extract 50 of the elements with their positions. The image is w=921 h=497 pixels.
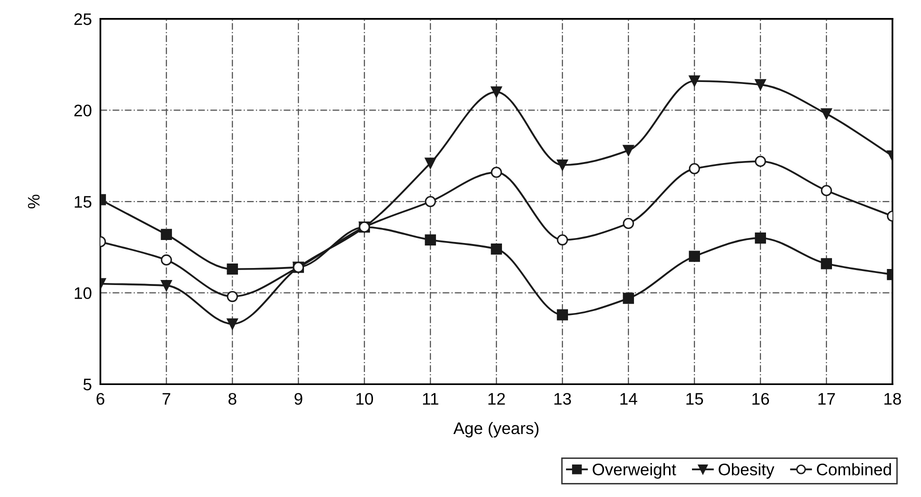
point [556, 234, 568, 246]
x-tick-label: 18 [884, 392, 901, 405]
point [424, 234, 436, 246]
x-tick-label: 10 [356, 392, 374, 405]
x-tick-label: 11 [423, 393, 438, 405]
point [688, 250, 700, 262]
x-tick-label: 16 [752, 392, 769, 405]
point [226, 318, 238, 330]
point [490, 243, 502, 255]
point [160, 228, 172, 240]
legend-label: Overweight [592, 463, 676, 479]
y-tick-label: 25 [74, 13, 92, 26]
point [754, 156, 766, 167]
x-tick-label: 14 [620, 393, 638, 405]
x-tick-label: 6 [96, 392, 104, 405]
point [160, 280, 172, 292]
point [622, 292, 634, 304]
point [754, 79, 766, 90]
y-axis-title: % [28, 194, 40, 208]
x-axis-title: Age (years) [453, 422, 538, 438]
x-tick-label: 9 [294, 392, 302, 405]
y-tick-label: 5 [83, 378, 92, 390]
point [688, 163, 700, 174]
x-tick-label: 13 [554, 392, 571, 405]
point [424, 158, 436, 169]
y-tick-label: 15 [74, 196, 92, 208]
point [160, 254, 172, 266]
point [226, 290, 238, 302]
x-tick-label: 8 [228, 392, 236, 405]
x-tick-label: 17 [818, 393, 835, 405]
x-tick-label: 12 [488, 392, 505, 405]
y-tick-label: 10 [74, 287, 92, 300]
point [820, 258, 832, 270]
point [754, 232, 766, 244]
legend-label: Obesity [718, 463, 774, 479]
point [490, 86, 502, 98]
legend-label: Combined [816, 463, 891, 476]
point [556, 159, 568, 171]
point [820, 108, 832, 120]
point [820, 185, 832, 196]
point [622, 218, 634, 230]
point [226, 264, 238, 275]
point [622, 144, 634, 156]
x-tick-label: 15 [686, 393, 704, 405]
point [424, 196, 436, 208]
point [556, 309, 568, 320]
point [688, 75, 700, 87]
x-tick-label: 7 [162, 393, 170, 405]
y-tick-label: 20 [74, 104, 92, 116]
point [490, 166, 502, 178]
